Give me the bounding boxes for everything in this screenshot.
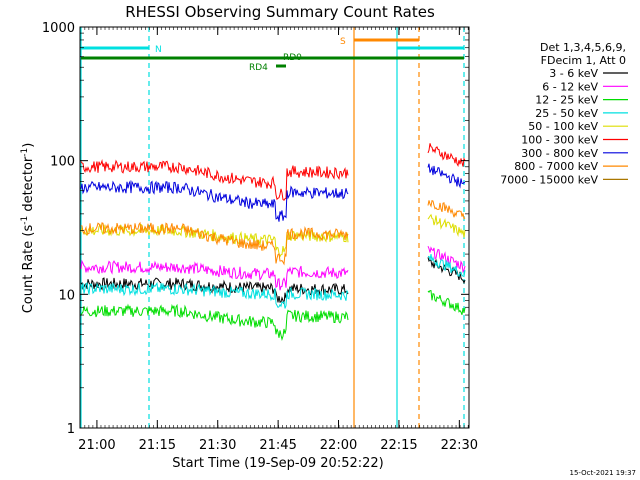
y-axis-ticks: 1 10 100 1000	[42, 21, 469, 437]
flag-label-s: S	[340, 37, 346, 47]
series-line-seg2	[427, 200, 466, 220]
series-line-seg2	[427, 257, 466, 285]
series-line-seg1	[80, 158, 349, 201]
legend-entry-label: 12 - 25 keV	[535, 94, 598, 107]
legend-entry-label: 800 - 7000 keV	[514, 160, 598, 173]
series-line-seg1	[80, 303, 349, 341]
legend-entry-label: 7000 - 15000 keV	[500, 173, 598, 186]
x-tick-label: 22:15	[380, 438, 417, 453]
legend-entry-label: 25 - 50 keV	[535, 107, 598, 120]
plot-area	[80, 27, 465, 428]
chart-title: RHESSI Observing Summary Count Rates	[125, 3, 435, 21]
series-line-seg2	[427, 213, 466, 238]
legend-entry-label: 3 - 6 keV	[549, 67, 598, 80]
flag-bars: N RD0 RD4 S	[81, 37, 464, 73]
flag-label-n: N	[155, 45, 162, 55]
x-axis-label: Start Time (19-Sep-09 20:52:22)	[172, 456, 383, 471]
y-axis-label: Count Rate (s-1 detector-1)	[20, 143, 36, 314]
legend-entry-label: 100 - 300 keV	[521, 134, 598, 147]
timestamp: 15-Oct-2021 19:37	[570, 469, 636, 477]
legend: Det 1,3,4,5,6,9, FDecim 1, Att 0 3 - 6 k…	[500, 41, 628, 186]
series-line-seg1	[80, 259, 349, 291]
legend-header-2: FDecim 1, Att 0	[541, 54, 626, 67]
flag-label-rd0: RD0	[283, 53, 302, 63]
x-tick-label: 21:30	[199, 438, 236, 453]
x-tick-label: 22:00	[320, 438, 357, 453]
series-lines	[80, 143, 466, 341]
series-line-seg2	[427, 290, 466, 315]
x-tick-label: 21:15	[139, 438, 176, 453]
legend-entry-label: 6 - 12 keV	[542, 80, 598, 93]
series-line-seg1	[80, 179, 349, 222]
y-tick-label: 1	[67, 422, 75, 437]
series-line-seg2	[427, 254, 466, 278]
series-line-seg1	[80, 281, 349, 309]
x-tick-label: 21:00	[78, 438, 115, 453]
y-tick-label: 100	[50, 155, 75, 170]
x-axis-ticks: 21:00 21:15 21:30 21:45 22:00 22:15 22:30	[78, 27, 478, 453]
flag-label-rd4: RD4	[249, 63, 268, 73]
y-tick-label: 10	[58, 288, 75, 303]
series-line-seg1	[80, 221, 349, 266]
series-line-seg2	[427, 143, 466, 167]
x-tick-label: 22:30	[441, 438, 478, 453]
legend-header-1: Det 1,3,4,5,6,9,	[540, 41, 626, 54]
x-tick-label: 21:45	[259, 438, 296, 453]
y-tick-label: 1000	[42, 21, 75, 36]
legend-entry-label: 300 - 800 keV	[521, 147, 598, 160]
series-line-seg2	[427, 163, 466, 189]
legend-entry-label: 50 - 100 keV	[528, 120, 598, 133]
